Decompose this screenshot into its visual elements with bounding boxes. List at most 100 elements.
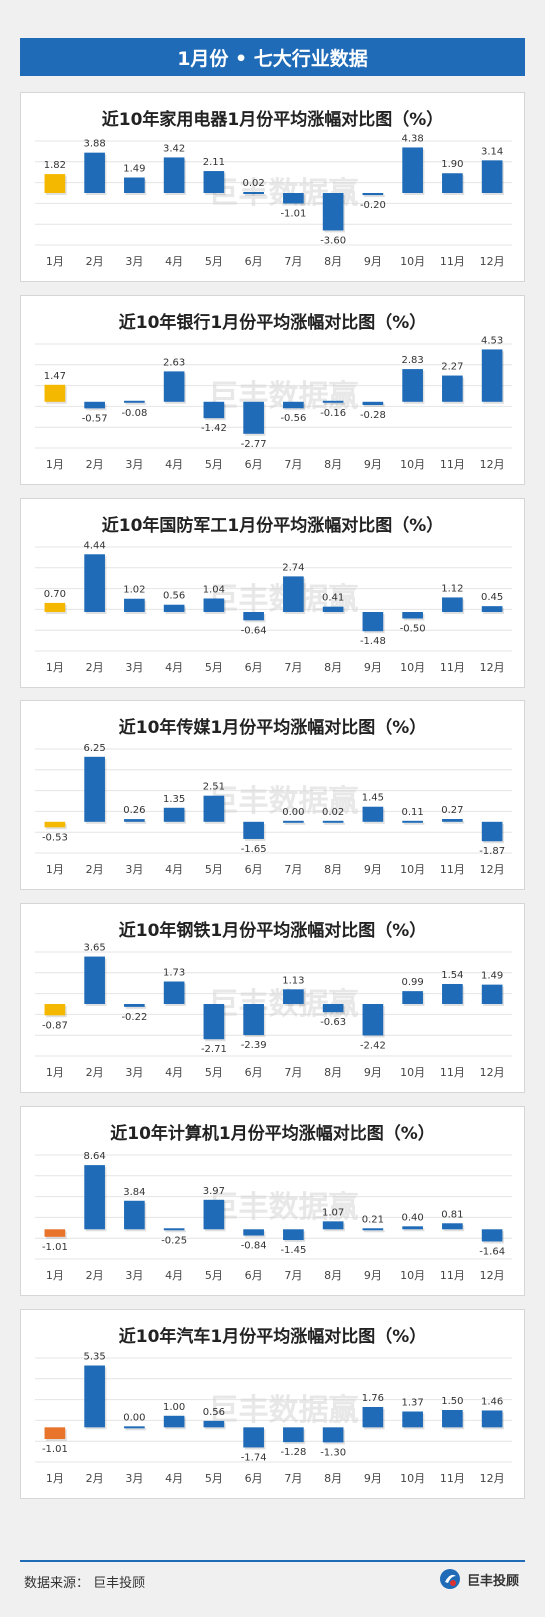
x-tick-label: 2月 xyxy=(86,458,104,471)
bar-shadow xyxy=(125,402,147,405)
x-tick-label: 7月 xyxy=(284,1269,302,1282)
bar-11月 xyxy=(442,983,463,1004)
data-label: 0.45 xyxy=(481,592,503,603)
bar-8月 xyxy=(322,606,344,612)
data-label: 0.02 xyxy=(242,178,264,189)
x-tick-label: 11月 xyxy=(440,458,465,471)
bar-5月 xyxy=(203,171,225,193)
bar-6月 xyxy=(243,192,264,194)
bar-12月 xyxy=(481,160,503,193)
bar-3月 xyxy=(124,177,145,193)
data-label: -1.01 xyxy=(42,1242,68,1253)
bar-4月 xyxy=(163,1415,185,1428)
data-label: -0.20 xyxy=(360,200,386,211)
x-tick-label: 11月 xyxy=(440,1269,465,1282)
data-label: -1.01 xyxy=(280,209,306,220)
chart-svg: 巨丰数据赢0.701月4.442月1.023月0.564月1.045月-0.64… xyxy=(35,540,512,674)
data-label: -1.30 xyxy=(320,1447,346,1458)
data-label: 0.40 xyxy=(401,1212,423,1223)
data-label: -0.16 xyxy=(320,408,346,419)
x-tick-label: 7月 xyxy=(284,1472,302,1485)
bar-2月 xyxy=(84,554,105,612)
bar-2月 xyxy=(84,756,105,822)
bar-4月 xyxy=(163,807,185,822)
x-tick-label: 6月 xyxy=(245,458,263,471)
bar-1月 xyxy=(44,174,66,193)
bar-shadow xyxy=(125,1428,147,1431)
x-tick-label: 4月 xyxy=(165,661,183,674)
x-tick-label: 3月 xyxy=(125,458,143,471)
x-tick-label: 4月 xyxy=(165,1472,183,1485)
bar-shadow xyxy=(165,1230,186,1233)
data-label: 0.02 xyxy=(322,807,344,818)
chart-title: 近10年国防军工1月份平均涨幅对比图（%） xyxy=(101,516,444,536)
x-tick-label: 3月 xyxy=(125,1269,143,1282)
x-tick-label: 4月 xyxy=(165,1269,183,1282)
bar-1月 xyxy=(44,1229,66,1237)
bar-shadow xyxy=(324,822,345,825)
x-tick-label: 10月 xyxy=(400,1269,425,1282)
x-tick-label: 8月 xyxy=(324,863,342,876)
x-tick-label: 6月 xyxy=(245,255,263,268)
data-label: -0.56 xyxy=(280,413,306,424)
x-tick-label: 7月 xyxy=(284,863,302,876)
chart-panel-2: 近10年银行1月份平均涨幅对比图（%） 巨丰数据赢 1.47 1月 -0.57 2月 -0.… xyxy=(20,295,525,485)
x-tick-label: 9月 xyxy=(364,255,382,268)
bar-1月 xyxy=(44,1427,66,1440)
bar-4月 xyxy=(163,604,185,612)
data-label: 1.04 xyxy=(203,584,225,595)
bar-10月 xyxy=(402,369,423,402)
data-label: -1.01 xyxy=(42,1444,68,1455)
data-label: 1.54 xyxy=(441,970,463,981)
chart-svg: 巨丰数据赢 -1.01 1月 8.64 2月 3.84 3月 -0.25 4月 3.97 5月 -0.… xyxy=(35,1151,512,1282)
x-tick-label: 8月 xyxy=(324,1269,342,1282)
data-label: -1.45 xyxy=(280,1245,306,1256)
data-label: 1.82 xyxy=(44,160,66,171)
bar-4月 xyxy=(163,1228,185,1231)
data-label: -1.48 xyxy=(360,636,386,647)
bar-3月 xyxy=(124,1426,145,1429)
x-tick-label: 3月 xyxy=(125,255,143,268)
bar-3月 xyxy=(124,400,145,403)
x-tick-label: 5月 xyxy=(205,255,223,268)
x-tick-label: 1月 xyxy=(46,255,64,268)
chart-panel-6: 近10年计算机1月份平均涨幅对比图（%） 巨丰数据赢 -1.01 1月 8.64 2月 3.… xyxy=(20,1106,525,1296)
data-label: 2.11 xyxy=(203,157,225,168)
bar-9月 xyxy=(362,401,384,406)
data-label: 0.41 xyxy=(322,593,344,604)
x-tick-label: 12月 xyxy=(480,1472,505,1485)
data-label: 1.07 xyxy=(322,1207,344,1218)
x-tick-label: 12月 xyxy=(480,1269,505,1282)
bar-5月 xyxy=(203,795,225,822)
bar-4月 xyxy=(163,157,185,193)
bar-shadow xyxy=(364,195,385,198)
bar-3月 xyxy=(124,598,145,612)
bar-7月 xyxy=(283,576,304,612)
x-tick-label: 10月 xyxy=(400,863,425,876)
bar-5月 xyxy=(203,1420,225,1428)
bar-4月 xyxy=(163,981,185,1004)
bar-shadow xyxy=(284,822,306,825)
data-label: 0.11 xyxy=(401,807,423,818)
bar-11月 xyxy=(442,375,463,402)
x-tick-label: 7月 xyxy=(284,255,302,268)
data-label: -0.87 xyxy=(42,1020,68,1031)
data-label: 0.00 xyxy=(123,1412,145,1423)
x-tick-label: 1月 xyxy=(46,1269,64,1282)
x-tick-label: 7月 xyxy=(284,661,302,674)
x-tick-label: 5月 xyxy=(205,661,223,674)
bar-9月 xyxy=(362,806,384,822)
footer-brand: 巨丰投顾 xyxy=(439,1568,519,1590)
bar-8月 xyxy=(322,1221,344,1230)
bar-5月 xyxy=(203,598,225,612)
data-label: 0.56 xyxy=(163,591,185,602)
x-tick-label: 12月 xyxy=(480,661,505,674)
bar-8月 xyxy=(322,400,344,403)
x-tick-label: 10月 xyxy=(400,1066,425,1079)
bar-5月 xyxy=(203,1199,225,1230)
brand-logo-icon xyxy=(439,1569,460,1589)
data-label: -1.42 xyxy=(201,423,227,434)
bar-10月 xyxy=(402,991,423,1004)
bar-11月 xyxy=(442,1223,463,1230)
data-label: 1.02 xyxy=(123,585,145,596)
